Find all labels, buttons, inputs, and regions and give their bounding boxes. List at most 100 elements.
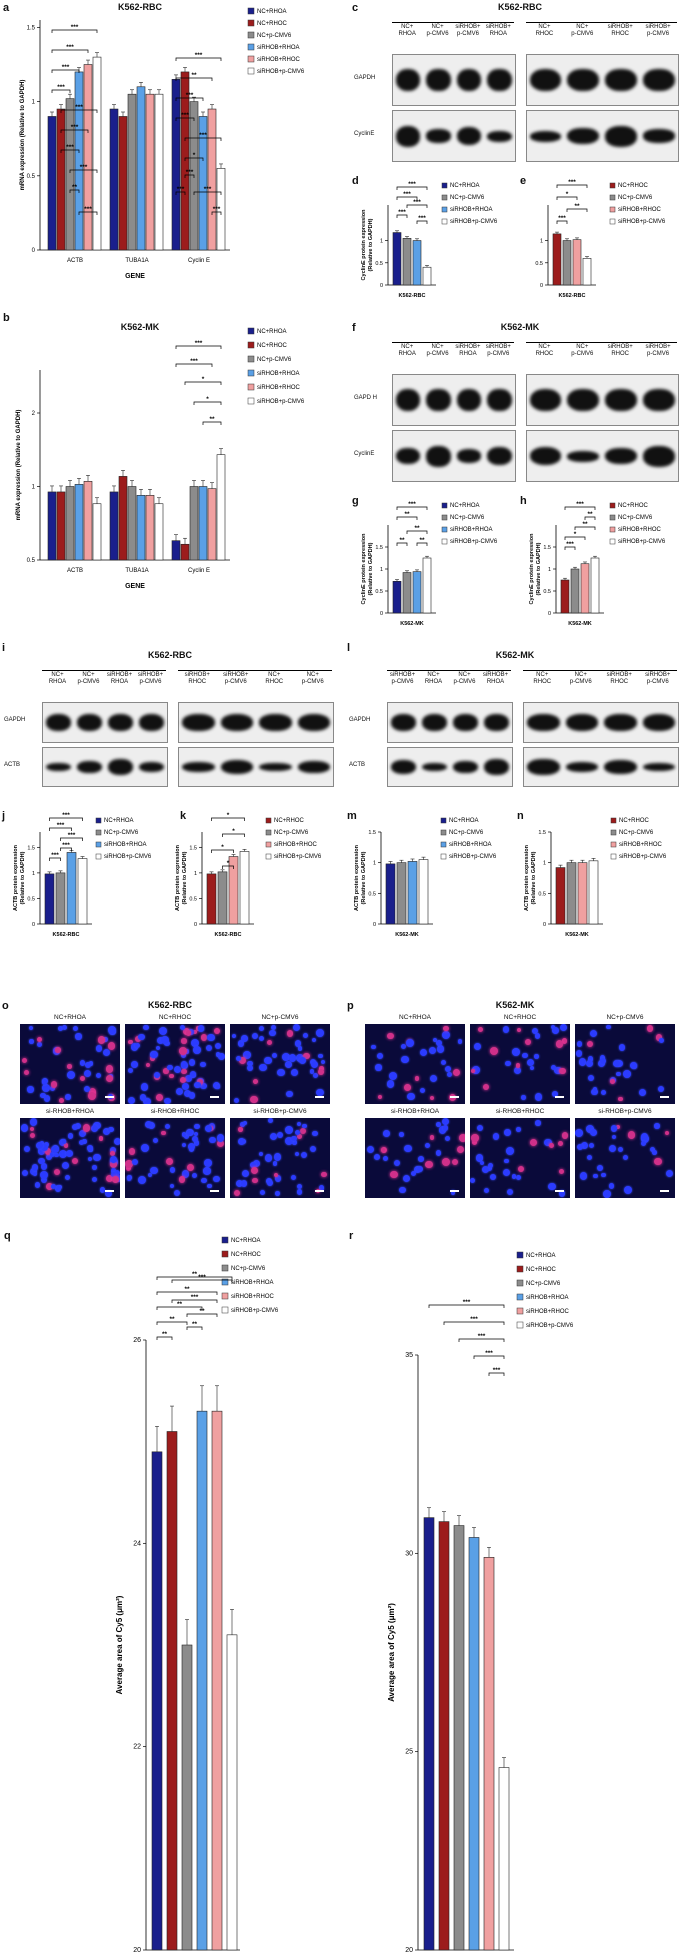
legend-label: siRHOB+p-CMV6 [618, 219, 666, 225]
sig-stars: ** [192, 1271, 198, 1278]
cell-nucleus [296, 1188, 303, 1195]
cell-nucleus [442, 1118, 450, 1126]
sig-stars: *** [80, 164, 88, 171]
blot-band [139, 761, 164, 772]
blot-strip [178, 702, 334, 743]
y-axis-label: (Relative to GAPDH) [368, 542, 374, 595]
y-tick-label: 25 [405, 1749, 413, 1756]
cell-nucleus [105, 1174, 114, 1183]
sig-bracket [564, 536, 586, 540]
x-axis-label: GENE [125, 583, 145, 590]
legend-swatch [265, 829, 272, 836]
blot-band [565, 761, 598, 772]
cell-nucleus [425, 1160, 434, 1169]
cell-nucleus [559, 1168, 565, 1174]
sig-bracket [186, 1313, 218, 1317]
lane-label: siRHOB+ RHOC [607, 24, 633, 37]
sig-bracket [222, 865, 234, 869]
panel-title: K562-RBC [117, 2, 162, 12]
cell-nucleus [239, 1122, 245, 1127]
sig-bracket [49, 817, 83, 821]
cell-nucleus [456, 1145, 464, 1153]
sig-bracket [175, 345, 222, 349]
y-tick-label: 0.5 [543, 589, 551, 595]
cell-nucleus [600, 1058, 607, 1065]
cell-nucleus [419, 1048, 427, 1056]
cell-nucleus [474, 1043, 481, 1050]
blot-strip [387, 702, 513, 743]
legend-swatch [247, 383, 255, 391]
cell-nucleus [181, 1142, 187, 1148]
cell-nucleus [579, 1172, 588, 1180]
lane-label: NC+ RHOA [424, 672, 443, 685]
cell-nucleus [200, 1082, 207, 1090]
legend-swatch [247, 341, 255, 349]
lane-label: siRHOB+ RHOC [607, 344, 633, 357]
cell-nucleus [374, 1153, 380, 1160]
cell-nucleus [92, 1153, 101, 1162]
cell-nucleus [186, 1130, 192, 1135]
legend-label: NC+p-CMV6 [257, 33, 292, 39]
blot-band [391, 713, 416, 731]
cell-nucleus [164, 1123, 170, 1129]
bar [171, 79, 181, 251]
cell-nucleus [414, 1076, 419, 1081]
bar [582, 258, 592, 286]
cell-nucleus [113, 1138, 120, 1146]
panel-r: r 20253035K562-MKAverage area of Cy5 (μm… [345, 1230, 685, 1957]
legend-label: NC+RHOA [257, 329, 287, 335]
cell-nucleus [99, 1186, 106, 1193]
cell-nucleus [259, 1063, 267, 1072]
fluorescence-image [125, 1118, 225, 1198]
cell-nucleus [577, 1041, 583, 1047]
cell-nucleus [483, 1188, 489, 1194]
cell-nucleus [22, 1057, 28, 1063]
panel-b: b K562-MK 0.5 1 2 mRNA expression (Relative… [0, 310, 340, 610]
bar [412, 240, 422, 286]
sig-bracket [184, 157, 204, 161]
cell-nucleus [666, 1170, 674, 1178]
legend-swatch [516, 1265, 524, 1273]
sig-stars: *** [191, 1294, 199, 1301]
cell-nucleus [300, 1151, 308, 1159]
lane-label: NC+ p-CMV6 [569, 672, 592, 685]
cell-nucleus [277, 1068, 286, 1077]
lane-label: NC+ RHOC [535, 344, 554, 357]
cell-nucleus [630, 1062, 637, 1070]
image-grid-p: NC+RHOA NC+RHOC NC+p-CMV6 si-RHOB+RHOA si-RH… [345, 1000, 685, 1200]
bar [412, 571, 422, 614]
cell-nucleus [623, 1070, 631, 1078]
panel-title: K562-MK [120, 322, 160, 332]
cell-nucleus [40, 1093, 46, 1099]
blot-band [565, 713, 598, 731]
cell-nucleus [241, 1169, 249, 1177]
panel-title: K562-MK [500, 322, 540, 332]
y-tick-label: 0 [32, 922, 35, 928]
sig-bracket [175, 57, 222, 61]
legend-swatch [516, 1321, 524, 1329]
cell-nucleus [252, 1178, 258, 1184]
cell-nucleus [285, 1061, 293, 1069]
sig-stars: *** [485, 1350, 493, 1357]
cell-nucleus [23, 1069, 29, 1075]
cell-nucleus [207, 1183, 212, 1189]
cell-nucleus [66, 1150, 73, 1158]
cell-nucleus [534, 1054, 539, 1059]
cell-nucleus [59, 1149, 67, 1158]
cell-nucleus [475, 1154, 484, 1162]
cell-nucleus [41, 1079, 48, 1085]
chart-j: 0 0.5 1 1.5 ACTB protein expression (Relative… [13, 812, 152, 938]
cell-nucleus [164, 1097, 171, 1104]
y-axis-label: (Relative to GAPDH) [20, 851, 26, 904]
cell-nucleus [200, 1061, 206, 1068]
panel-j: j 0 0.5 1 1.5 ACTB protein expression (Relati… [0, 810, 170, 960]
cell-nucleus [260, 1190, 266, 1195]
legend-swatch [440, 853, 447, 860]
cell-nucleus [489, 1046, 498, 1055]
blot-band [77, 760, 102, 773]
chart-m: 0 0.5 1 1.5 ACTB protein expression (Relative… [354, 817, 497, 938]
cell-nucleus [366, 1146, 374, 1154]
bar [145, 93, 155, 251]
cell-nucleus [192, 1136, 198, 1142]
cell-nucleus [42, 1084, 50, 1092]
